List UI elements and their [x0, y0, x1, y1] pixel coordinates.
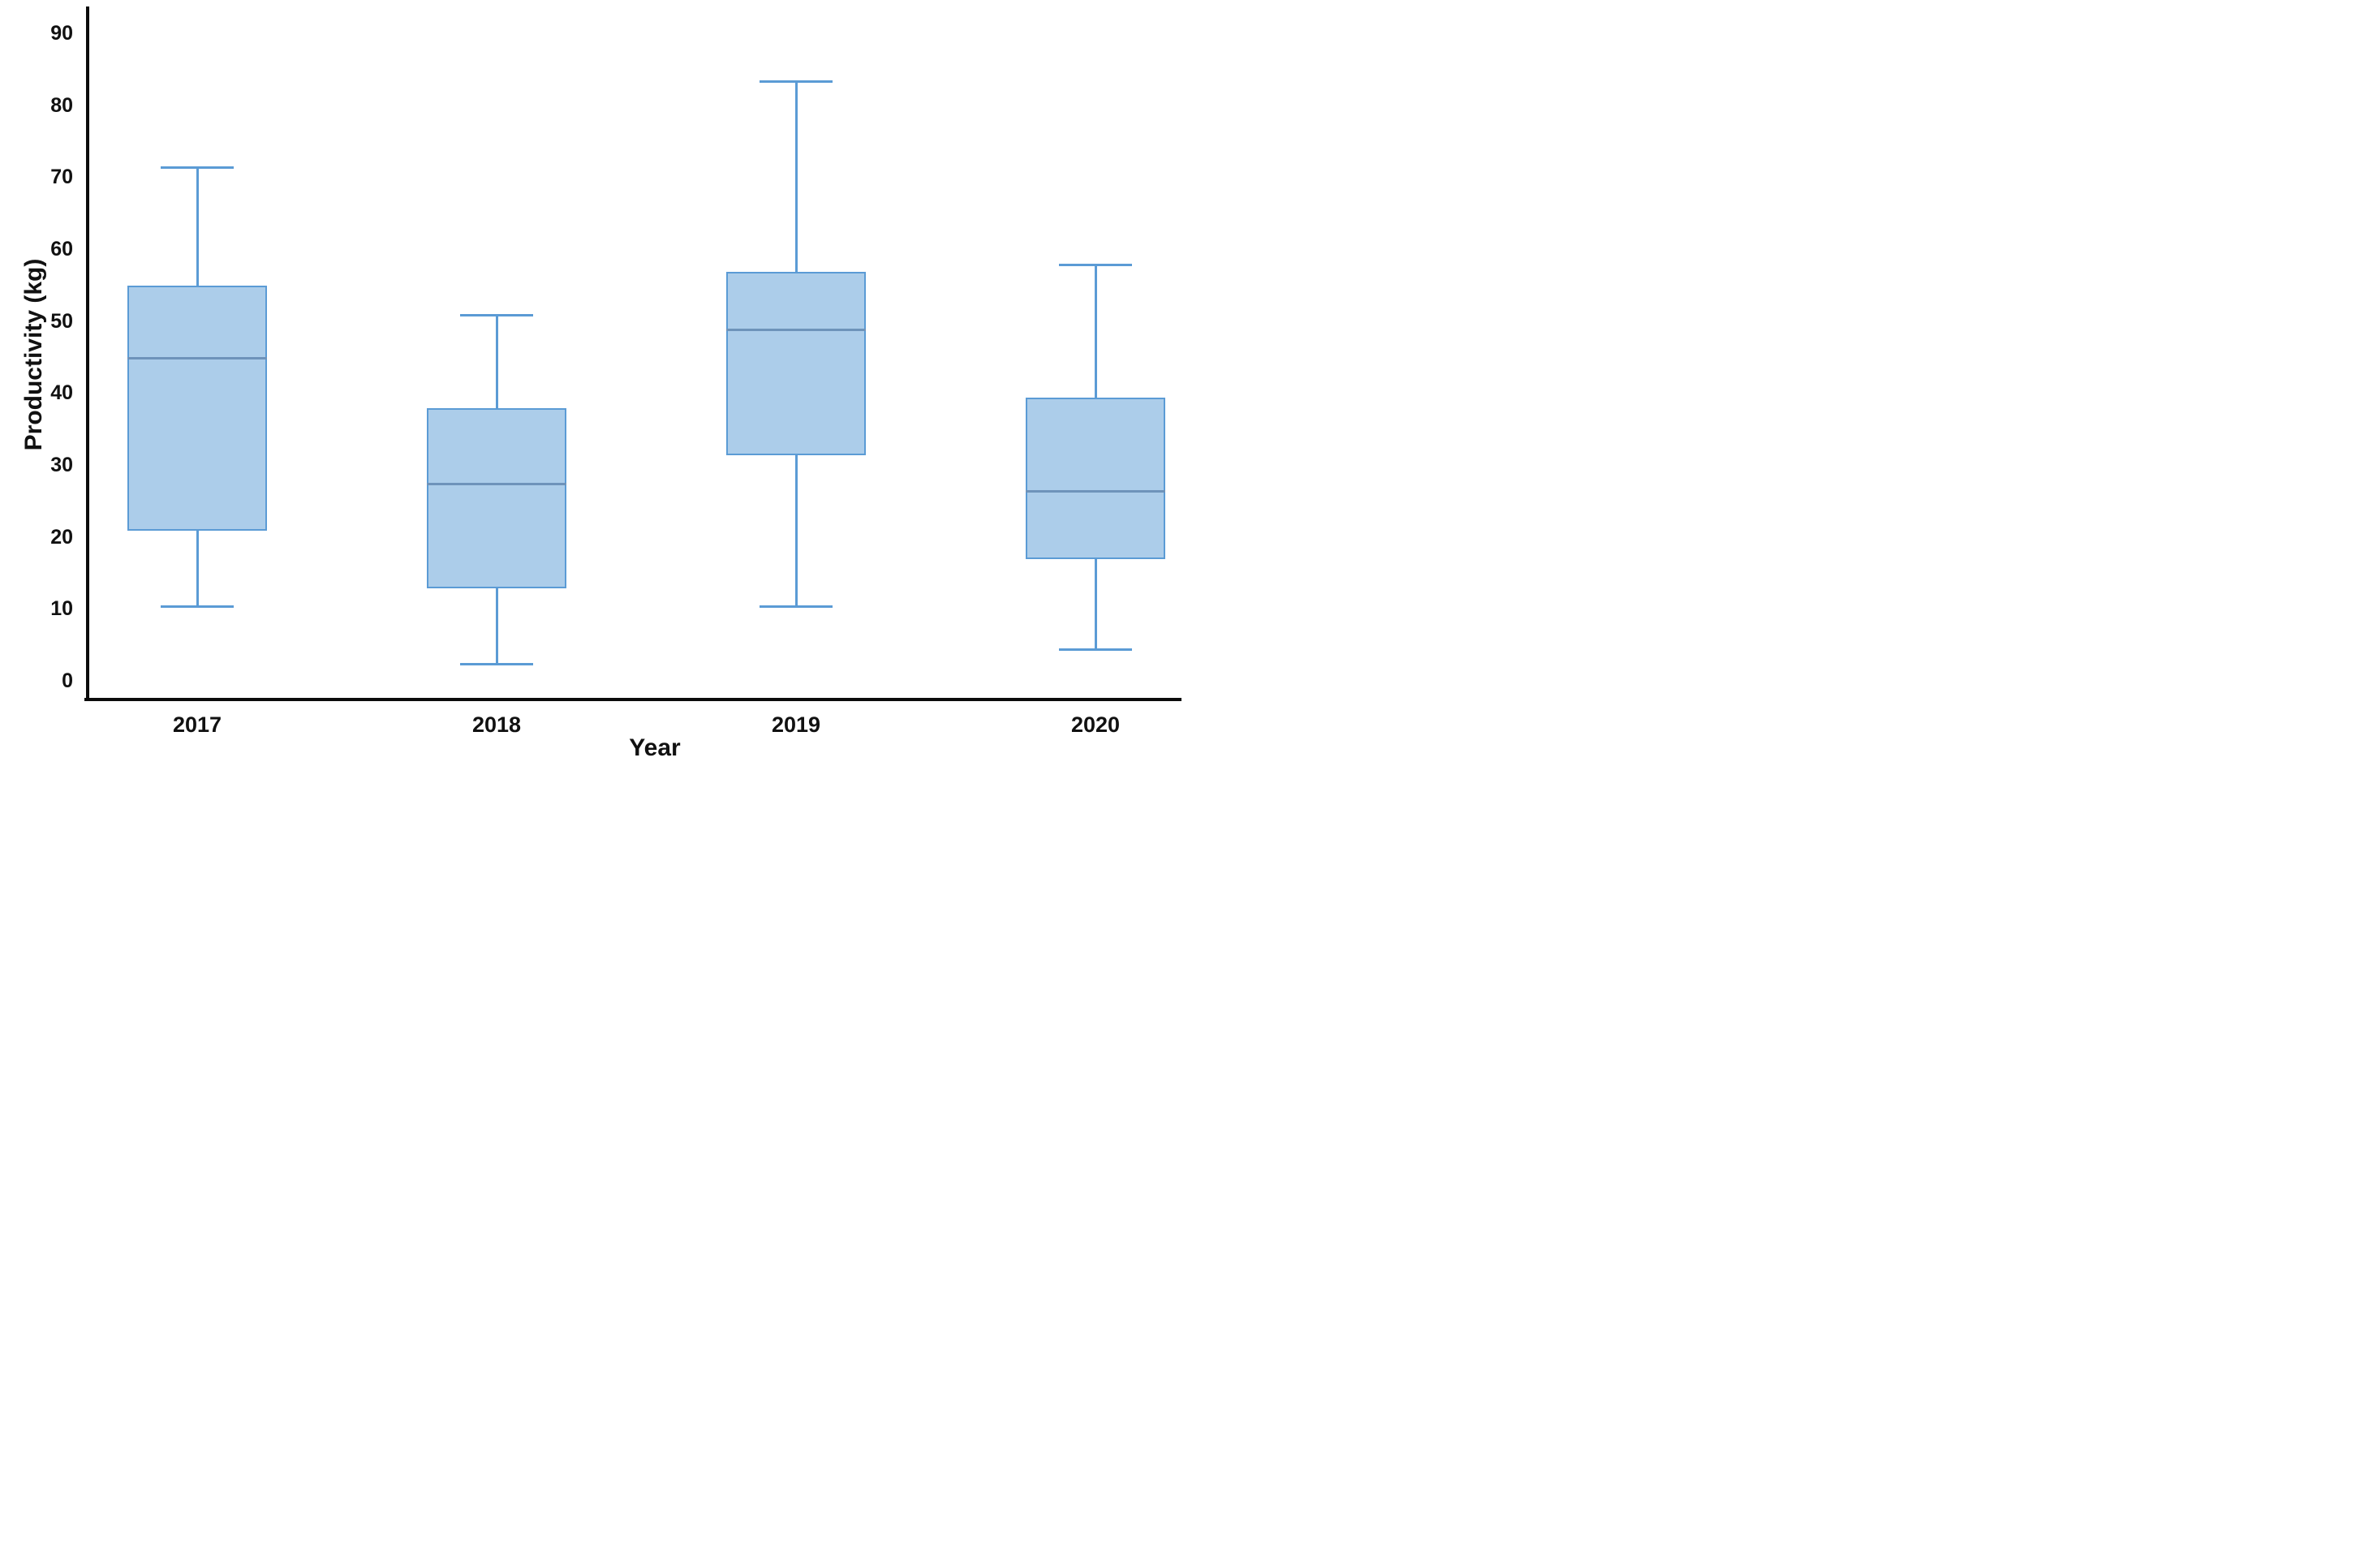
y-tick-label: 30 [50, 453, 73, 476]
whisker-lower-stem-2019 [795, 454, 798, 606]
whisker-cap-max-2018 [460, 313, 533, 316]
whisker-cap-min-2020 [1059, 648, 1132, 652]
y-tick-label: 70 [50, 166, 73, 189]
whisker-upper-stem-2017 [196, 167, 199, 286]
y-tick-label: 40 [50, 381, 73, 405]
whisker-lower-stem-2018 [496, 588, 498, 664]
box-2018 [427, 408, 566, 588]
boxplot-chart: Productivity (kg) Year 0 10 20 30 40 50 60 70 80… [0, 0, 1190, 771]
y-axis-line [86, 6, 89, 701]
box-2020 [1026, 397, 1165, 560]
x-axis-line [84, 698, 1181, 701]
x-tick-label-2019: 2019 [771, 712, 821, 737]
y-tick-label: 60 [50, 237, 73, 260]
x-tick-label-2017: 2017 [172, 712, 222, 737]
whisker-cap-max-2020 [1059, 263, 1132, 266]
box-2019 [726, 271, 866, 455]
box-2017 [127, 286, 267, 531]
x-axis-title: Year [629, 734, 681, 761]
whisker-upper-stem-2020 [1095, 264, 1097, 398]
whisker-lower-stem-2017 [196, 530, 199, 606]
whisker-cap-min-2017 [161, 605, 234, 608]
y-tick-label: 20 [50, 525, 73, 549]
x-tick-label-2020: 2020 [1070, 712, 1121, 737]
whisker-upper-stem-2018 [496, 314, 498, 409]
y-tick-label: 10 [50, 597, 73, 621]
y-tick-label: 90 [50, 21, 73, 45]
whisker-cap-min-2019 [760, 605, 833, 608]
whisker-cap-max-2019 [760, 80, 833, 83]
median-line-2018 [427, 483, 566, 486]
median-line-2019 [726, 328, 866, 331]
y-tick-label: 0 [62, 669, 73, 692]
whisker-upper-stem-2019 [795, 80, 798, 272]
whisker-cap-max-2017 [161, 166, 234, 169]
median-line-2020 [1026, 490, 1165, 493]
x-tick-label-2018: 2018 [471, 712, 522, 737]
whisker-cap-min-2018 [460, 662, 533, 665]
whisker-lower-stem-2020 [1095, 559, 1097, 650]
y-tick-label: 50 [50, 309, 73, 333]
median-line-2017 [127, 356, 267, 359]
y-tick-label: 80 [50, 93, 73, 117]
